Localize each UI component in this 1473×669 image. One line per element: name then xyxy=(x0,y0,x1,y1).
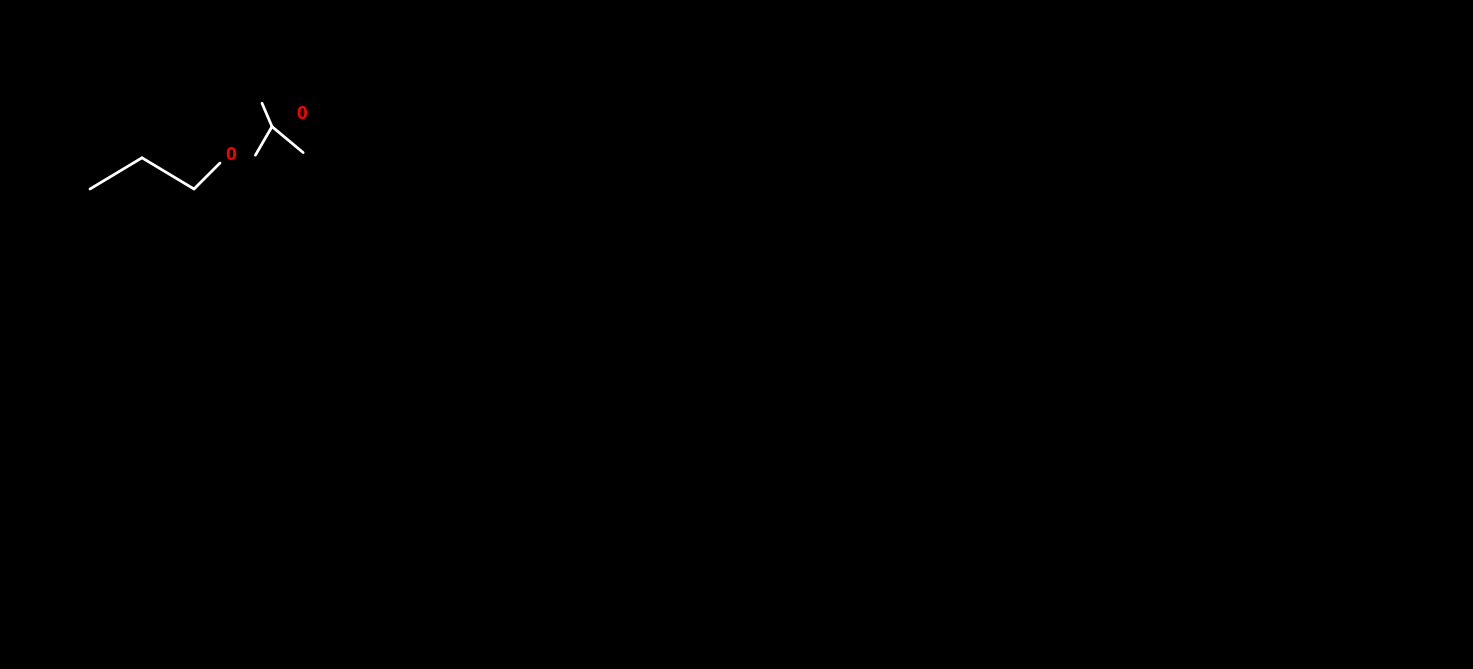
Text: O: O xyxy=(225,147,236,164)
Text: O: O xyxy=(296,104,308,122)
